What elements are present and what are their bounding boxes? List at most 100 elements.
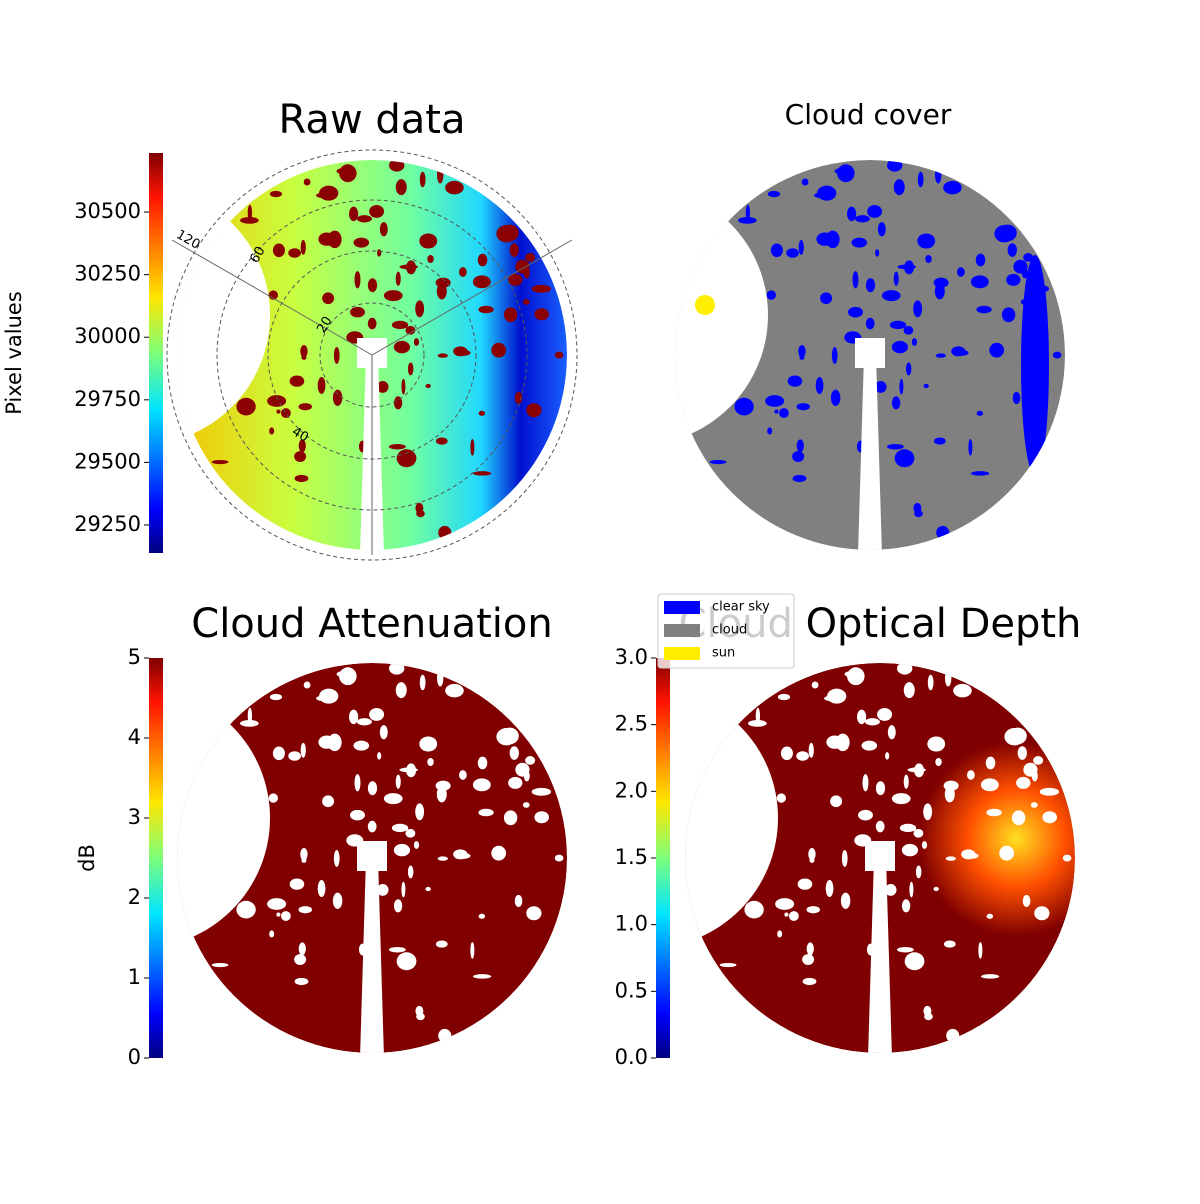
- cloud-gap: [354, 271, 361, 289]
- cloud-gap: [415, 300, 425, 318]
- cloud-gap: [236, 900, 256, 919]
- cloud-gap: [978, 941, 983, 959]
- cloud-gap: [427, 254, 434, 264]
- cloud-gap: [526, 906, 542, 921]
- cloud-gap: [1039, 787, 1060, 796]
- cloud-gap: [976, 305, 992, 314]
- cloud-gap: [415, 1005, 424, 1017]
- mask-wedge: [858, 355, 882, 550]
- cloud-gap: [322, 292, 335, 305]
- cloud-gap: [554, 854, 564, 862]
- colorbar-label: Pixel values: [2, 291, 26, 415]
- cloud-gap: [825, 880, 834, 897]
- cloud-gap: [986, 913, 994, 919]
- cloud-gap: [933, 886, 939, 892]
- cloud-gap: [921, 841, 928, 849]
- cloud-gap: [788, 911, 799, 922]
- cloud-gap: [899, 378, 904, 395]
- cloud-gap: [844, 670, 863, 678]
- cloud-gap: [877, 707, 893, 721]
- cloud-gap: [1023, 762, 1038, 777]
- polar-ring: [319, 302, 425, 408]
- polar-ring: [166, 149, 578, 561]
- cloud-gap: [369, 204, 385, 218]
- cloud-gap: [808, 742, 814, 758]
- cloud-gap: [999, 845, 1015, 861]
- cloud-gap: [1022, 894, 1031, 908]
- cloud-gap: [316, 192, 330, 199]
- cloud-gap: [858, 809, 873, 821]
- colorbar-tick-label: 30500: [74, 199, 141, 223]
- cloud-gap: [1052, 351, 1062, 359]
- cloud-gap: [915, 865, 922, 879]
- cloud-gap: [975, 253, 986, 267]
- cloud-gap: [1011, 810, 1026, 826]
- cloud-gap: [350, 809, 365, 821]
- cloud-gap: [709, 459, 727, 465]
- cloud-gap: [377, 249, 382, 257]
- cloud-gap: [867, 204, 883, 218]
- cloud-gap: [808, 848, 816, 861]
- cloud-gap: [927, 674, 934, 691]
- cloud-gap: [298, 906, 312, 914]
- cloud-gap: [884, 883, 897, 896]
- cloud-gap: [796, 439, 804, 453]
- cloud-gap: [508, 273, 523, 286]
- colorbar-tick-label: 1.0: [615, 912, 648, 936]
- cloud-gap: [396, 952, 417, 971]
- cloud-gap: [904, 952, 925, 971]
- cloud-gap: [522, 299, 530, 305]
- cloud-gap: [240, 216, 259, 224]
- cloud-gap: [496, 225, 517, 243]
- cloud-gap: [531, 787, 552, 796]
- cloud-gap: [425, 383, 431, 389]
- cloud-gap: [744, 900, 764, 919]
- cloud-gap: [367, 317, 377, 330]
- cloud-gap: [389, 160, 405, 172]
- cloud-gap: [272, 243, 285, 258]
- cloud-gap: [478, 410, 486, 416]
- cloud-gap: [994, 225, 1015, 243]
- cloud-gap: [391, 823, 409, 833]
- legend-swatch: [664, 624, 700, 637]
- cloud-gap: [830, 389, 841, 406]
- cloud-gap: [435, 940, 448, 948]
- cloud-gap: [925, 254, 932, 264]
- cloud-gap: [896, 946, 914, 953]
- cloud-gap: [415, 502, 424, 514]
- cloud-gap: [367, 278, 378, 293]
- cloud-gap: [280, 911, 291, 922]
- cloud-gap: [856, 709, 867, 725]
- clear-band: [1021, 255, 1049, 475]
- cloud-gap: [875, 820, 885, 833]
- cloud-gap: [445, 180, 464, 195]
- cloud-gap: [907, 767, 926, 773]
- cloud-gap: [966, 770, 975, 780]
- cloud-gap: [784, 912, 789, 917]
- cloud-gap: [923, 803, 933, 821]
- cloud-gap: [1016, 776, 1031, 789]
- cloud-gap: [438, 525, 452, 540]
- cloud-gap: [815, 377, 824, 394]
- cloud-gap: [801, 178, 809, 186]
- cloud-gap: [851, 237, 868, 248]
- cloud-gap: [774, 409, 779, 414]
- cloud-gap: [496, 728, 517, 746]
- legend-swatch: [664, 601, 700, 614]
- cloud-gap: [379, 725, 388, 740]
- cloud-gap: [933, 437, 946, 445]
- cloud-gap: [288, 248, 301, 258]
- cloud-gap: [894, 449, 915, 468]
- cloud-gap: [806, 942, 814, 956]
- cloud-gap: [809, 857, 815, 863]
- cloud-gap: [399, 264, 418, 270]
- cloud-gap: [891, 340, 909, 354]
- cloud-gap: [383, 793, 403, 805]
- cloud-gap: [419, 233, 438, 249]
- cloud-gap: [986, 808, 1002, 817]
- cloud-gap: [522, 802, 530, 808]
- colorbar-tick-label: 29750: [74, 387, 141, 411]
- cloud-gap: [415, 803, 425, 821]
- cloud-gap: [478, 305, 494, 314]
